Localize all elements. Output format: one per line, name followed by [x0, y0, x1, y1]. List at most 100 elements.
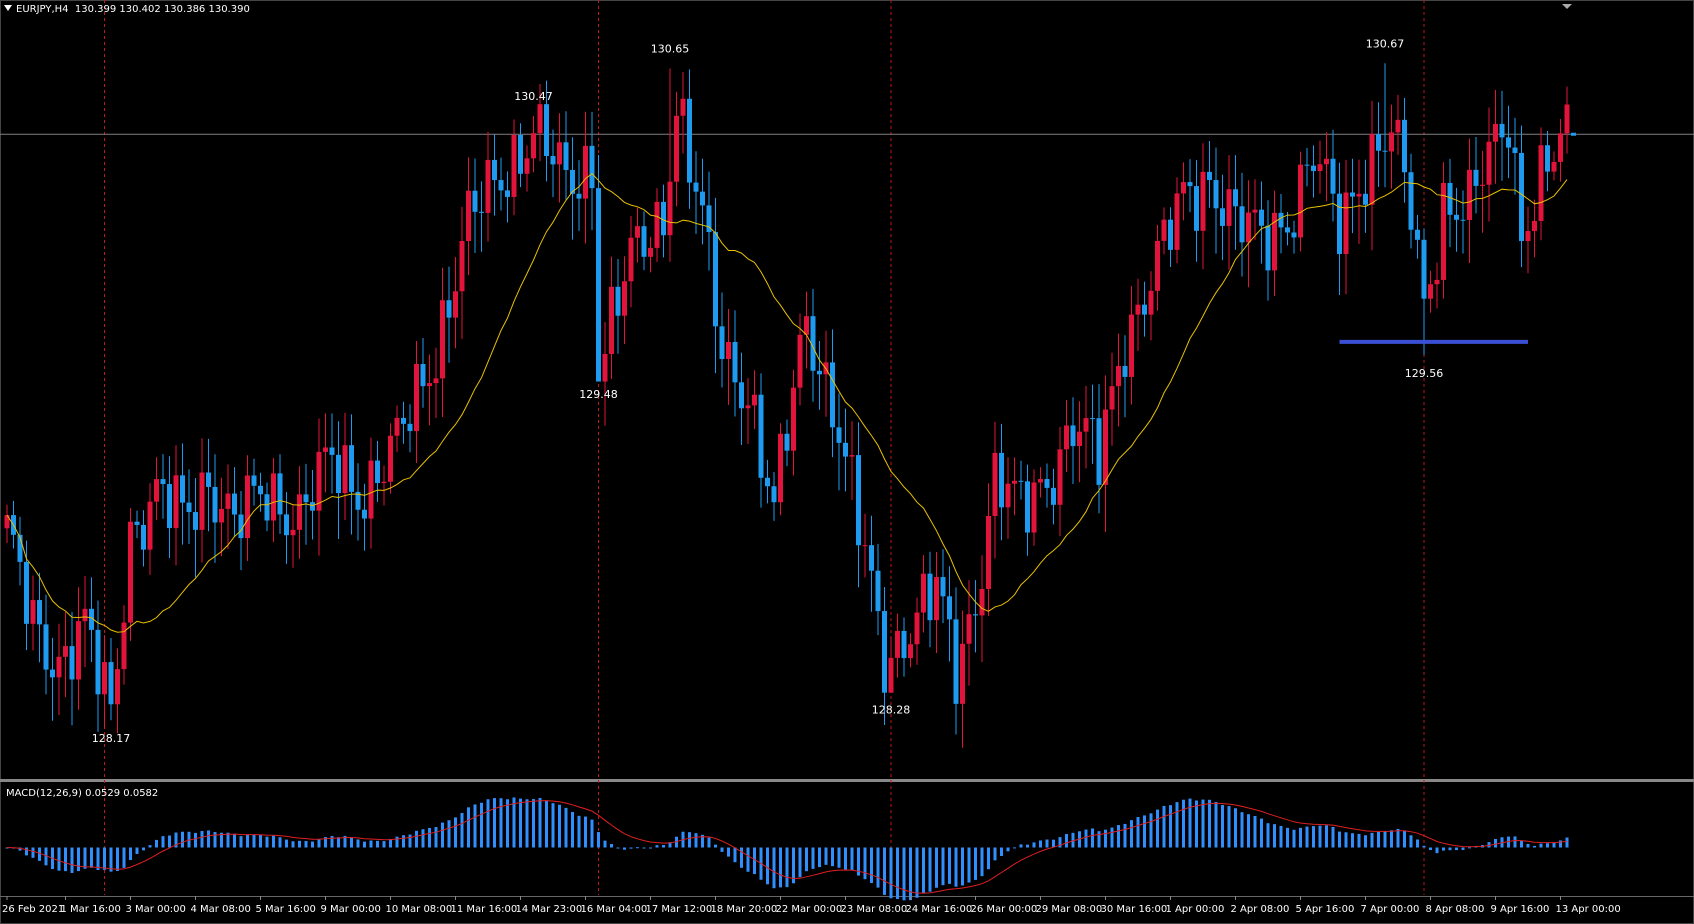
candle-body [1012, 480, 1017, 484]
macd-histogram-bar [324, 837, 327, 848]
macd-histogram-bar [1091, 828, 1094, 848]
macd-histogram-bar [1247, 814, 1250, 848]
candle-body [69, 646, 75, 680]
macd-histogram-bar [772, 847, 776, 889]
macd-histogram-bar [811, 847, 815, 869]
candle-body [1005, 483, 1011, 508]
macd-histogram-bar [44, 847, 48, 866]
macd-histogram-bar [1312, 826, 1315, 848]
candle-body [1408, 172, 1414, 230]
candle-body [810, 316, 816, 371]
candle-body [1064, 425, 1069, 450]
macd-histogram-bar [1195, 800, 1198, 848]
candle-body [193, 512, 198, 530]
macd-histogram-bar [616, 847, 620, 849]
macd-histogram-bar [1169, 805, 1172, 848]
macd-histogram-bar [941, 847, 945, 886]
macd-histogram-bar [1461, 847, 1465, 850]
macd-histogram-bar [1019, 844, 1023, 848]
macd-histogram-bar [1409, 835, 1413, 848]
candle-body [537, 104, 543, 134]
macd-histogram-bar [155, 839, 158, 848]
macd-histogram-bar [915, 847, 919, 898]
candle-body [836, 427, 842, 443]
candle-body [56, 656, 62, 678]
macd-histogram-bar [1130, 820, 1133, 848]
macd-histogram-bar [1299, 827, 1302, 848]
macd-histogram-bar [883, 847, 886, 895]
macd-histogram-bar [402, 835, 405, 848]
candle-body [1220, 208, 1225, 226]
candle-body [1363, 193, 1368, 205]
macd-histogram-bar [584, 816, 587, 848]
price-annotation: 128.28 [872, 703, 911, 716]
candle-body [771, 486, 777, 503]
x-tick-label: 26 Feb 2021 [2, 904, 64, 915]
macd-histogram-bar [909, 847, 912, 901]
candle-body [914, 612, 920, 645]
candle-body [4, 515, 10, 529]
candle-body [999, 452, 1004, 508]
macd-histogram-bar [1533, 845, 1536, 848]
candle-body [1148, 290, 1154, 315]
candle-body [1285, 227, 1290, 233]
macd-histogram-bar [213, 832, 217, 848]
macd-histogram-bar [1071, 832, 1075, 848]
dropdown-triangle-icon[interactable] [4, 5, 12, 11]
candle-body [791, 387, 796, 451]
candle-body [739, 382, 744, 409]
macd-histogram-bar [1344, 832, 1348, 848]
candle-body [1486, 141, 1492, 185]
candle-body [544, 104, 549, 157]
candle-body [1291, 232, 1297, 238]
candle-body [862, 545, 868, 547]
candle-body [440, 300, 445, 379]
candle-body [258, 485, 263, 495]
candle-body [1213, 180, 1219, 209]
candle-body [1278, 212, 1284, 228]
candle-body [888, 657, 894, 693]
candle-body [355, 491, 361, 510]
candle-body [648, 247, 653, 257]
candle-body [1304, 164, 1310, 166]
candle-body [511, 134, 517, 197]
candle-body [849, 455, 855, 457]
candle-body [154, 479, 159, 502]
macd-histogram-bar [259, 834, 262, 848]
candle-body [147, 501, 153, 550]
macd-header: MACD(12,26,9) 0.0529 0.0582 [6, 788, 159, 799]
macd-histogram-bar [577, 815, 581, 848]
macd-histogram-bar [1045, 839, 1049, 848]
macd-histogram-bar [447, 820, 451, 848]
x-tick-label: 11 Mar 16:00 [451, 904, 518, 915]
x-tick-label: 9 Mar 00:00 [321, 904, 381, 915]
macd-histogram-bar [57, 847, 61, 871]
macd-histogram-bar [304, 840, 308, 848]
macd-histogram-bar [974, 847, 977, 880]
macd-histogram-bar [967, 847, 971, 883]
macd-histogram-bar [636, 847, 639, 849]
candle-body [1480, 184, 1485, 186]
candle-body [206, 472, 211, 487]
candle-body [934, 577, 939, 621]
macd-histogram-bar [649, 847, 652, 849]
macd-histogram-bar [1565, 837, 1569, 848]
macd-histogram-bar [317, 839, 321, 848]
candle-body [966, 614, 972, 644]
macd-histogram-bar [441, 822, 444, 848]
macd-histogram-bar [298, 840, 301, 848]
macd-histogram-bar [1221, 805, 1224, 848]
candle-body [1025, 481, 1030, 533]
macd-histogram-bar [954, 847, 958, 887]
macd-histogram-bar [1266, 823, 1270, 848]
macd-histogram-bar [1546, 843, 1549, 848]
candle-body [1194, 186, 1199, 231]
candle-body [1551, 161, 1557, 172]
candle-body [37, 600, 42, 625]
candle-body [82, 608, 88, 622]
candle-body [921, 573, 926, 613]
macd-histogram-bar [493, 798, 496, 848]
price-annotation: 128.17 [92, 732, 131, 745]
candle-body [1330, 158, 1336, 194]
